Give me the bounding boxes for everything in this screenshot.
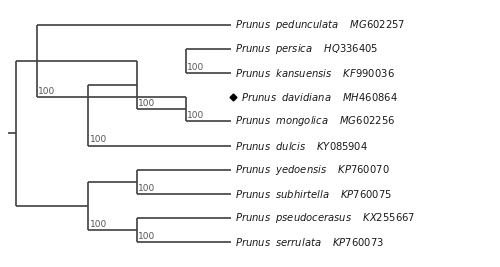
Text: $\it{Prunus}$ $\it{yedoensis}$  $\it{KP760070}$: $\it{Prunus}$ $\it{yedoensis}$ $\it{KP76… [235,163,390,177]
Text: 100: 100 [187,63,204,72]
Text: $\it{Prunus}$ $\it{pseudocerasus}$  $\it{KX255667}$: $\it{Prunus}$ $\it{pseudocerasus}$ $\it{… [235,211,415,225]
Text: $\it{Prunus}$ $\it{dulcis}$  $\it{KY085904}$: $\it{Prunus}$ $\it{dulcis}$ $\it{KY08590… [235,140,368,152]
Text: $\it{Prunus}$ $\it{serrulata}$  $\it{KP760073}$: $\it{Prunus}$ $\it{serrulata}$ $\it{KP76… [235,236,384,248]
Text: $\it{Prunus}$ $\it{mongolica}$  $\it{MG602256}$: $\it{Prunus}$ $\it{mongolica}$ $\it{MG60… [235,115,395,128]
Text: 100: 100 [187,111,204,120]
Text: 100: 100 [38,87,55,96]
Text: $\it{Prunus}$ $\it{kansuensis}$  $\it{KF990036}$: $\it{Prunus}$ $\it{kansuensis}$ $\it{KF9… [235,67,394,79]
Text: 100: 100 [138,184,156,193]
Text: $\it{Prunus}$ $\it{pedunculata}$  $\it{MG602257}$: $\it{Prunus}$ $\it{pedunculata}$ $\it{MG… [235,18,404,32]
Text: $\it{Prunus}$ $\it{persica}$  $\it{HQ336405}$: $\it{Prunus}$ $\it{persica}$ $\it{HQ3364… [235,42,378,56]
Text: 100: 100 [138,232,156,241]
Text: 100: 100 [90,220,107,229]
Text: $\it{Prunus}$ $\it{subhirtella}$  $\it{KP760075}$: $\it{Prunus}$ $\it{subhirtella}$ $\it{KP… [235,188,392,200]
Text: 100: 100 [138,99,156,108]
Text: 100: 100 [90,135,107,144]
Text: $\it{Prunus}$ $\it{davidiana}$  $\it{MH460864}$: $\it{Prunus}$ $\it{davidiana}$ $\it{MH46… [242,91,398,103]
